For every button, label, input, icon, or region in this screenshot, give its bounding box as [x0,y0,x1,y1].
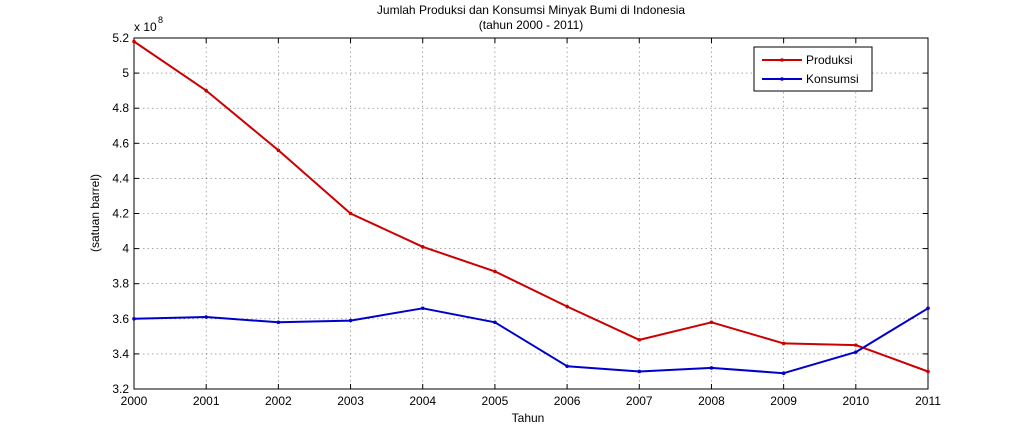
data-point-konsumsi [132,317,136,321]
x-tick-label: 2005 [482,394,509,408]
y-tick-label: 3.2 [112,382,129,396]
legend-marker-produksi [780,58,784,62]
data-point-produksi [637,338,642,342]
series-line-produksi [133,40,929,373]
x-axis-label: Tahun [512,411,545,425]
y-tick-label: 5.2 [112,31,129,45]
data-point-produksi [565,304,569,309]
y-multiplier-exponent: 8 [158,15,163,25]
legend-label-produksi: Produksi [806,53,853,67]
legend-marker-konsumsi [780,77,784,81]
legend-label-konsumsi: Konsumsi [806,72,859,86]
data-point-konsumsi [781,371,786,376]
y-tick-label: 3.4 [112,347,129,361]
data-point-konsumsi [854,350,858,354]
chart-subtitle: (tahun 2000 - 2011) [479,18,584,32]
data-point-produksi [348,211,353,216]
y-tick-label: 4 [122,242,129,256]
chart-title: Jumlah Produksi dan Konsumsi Minyak Bumi… [377,3,685,17]
data-point-konsumsi [637,369,642,374]
data-point-produksi [709,320,714,325]
data-point-konsumsi [926,306,930,311]
y-tick-label: 3.6 [112,312,129,326]
x-tick-label: 2003 [337,394,364,408]
x-tick-label: 2001 [193,394,220,408]
y-tick-label: 3.8 [112,277,129,291]
data-point-konsumsi [276,320,281,325]
x-tick-label: 2009 [770,394,797,408]
data-point-produksi [854,343,858,347]
y-tick-label: 4.8 [112,101,129,115]
series-line-konsumsi [133,307,929,375]
x-tick-label: 2008 [698,394,725,408]
x-tick-label: 2011 [915,394,941,408]
axis-ticks: 2000 2001 2002 2003 2004 2005 2006 2007 2008 2009… [112,31,941,408]
legend: Produksi Konsumsi [753,46,873,92]
data-series [132,39,930,376]
data-point-konsumsi [204,315,208,319]
data-point-produksi [276,148,281,153]
x-tick-label: 2004 [409,394,436,408]
data-point-produksi [420,245,425,249]
data-point-produksi [781,341,786,346]
data-point-konsumsi [565,364,569,368]
data-point-konsumsi [493,320,497,325]
y-tick-label: 4.6 [112,136,129,150]
x-tick-label: 2010 [842,394,869,408]
data-point-produksi [132,39,136,44]
y-tick-label: 5 [122,66,129,80]
grid-lines [134,38,928,389]
y-tick-label: 4.4 [112,171,129,185]
y-tick-label: 4.2 [112,207,129,221]
y-multiplier-base: x 10 [134,20,157,34]
data-point-konsumsi [709,366,714,370]
x-tick-label: 2007 [626,394,653,408]
legend-box [753,46,873,92]
data-point-produksi [204,88,208,93]
x-tick-label: 2006 [554,394,581,408]
data-point-konsumsi [348,318,353,323]
data-point-produksi [926,369,930,374]
x-tick-label: 2000 [121,394,148,408]
data-point-konsumsi [420,306,425,311]
x-tick-label: 2002 [265,394,292,408]
data-point-produksi [493,269,497,274]
y-axis-label: (satuan barrel) [88,174,102,252]
